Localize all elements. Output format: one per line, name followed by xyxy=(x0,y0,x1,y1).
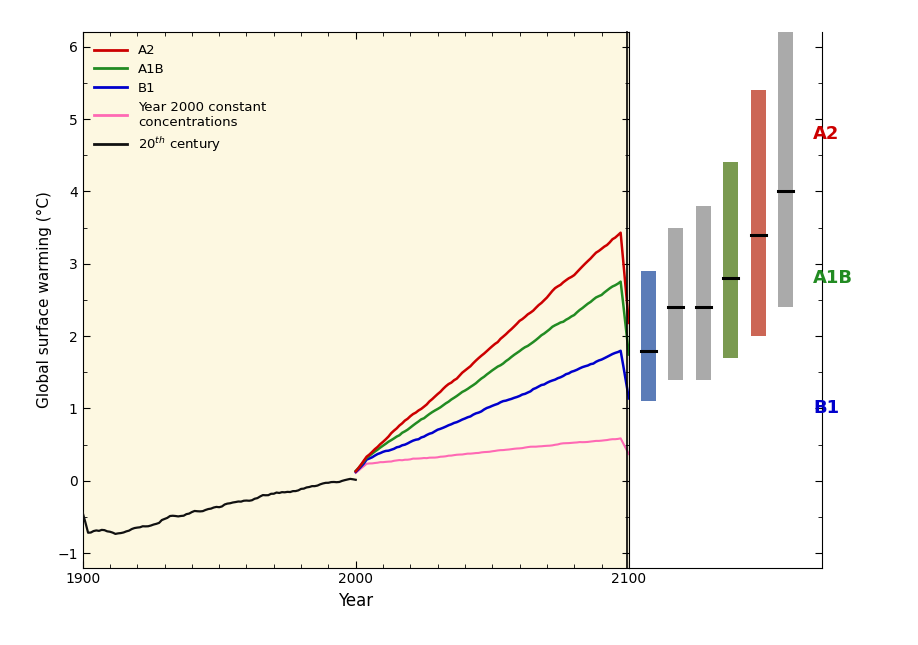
Bar xyxy=(751,90,766,336)
Text: B1: B1 xyxy=(813,399,839,417)
Bar xyxy=(696,206,711,379)
Bar xyxy=(723,163,738,358)
Text: A2: A2 xyxy=(813,124,840,143)
Text: A1B: A1B xyxy=(813,269,854,287)
Bar xyxy=(778,18,793,307)
Legend: A2, A1B, B1, Year 2000 constant
concentrations, 20$^{th}$ century: A2, A1B, B1, Year 2000 constant concentr… xyxy=(89,39,272,159)
Bar xyxy=(668,228,683,379)
X-axis label: Year: Year xyxy=(338,592,374,610)
Y-axis label: Global surface warming (°C): Global surface warming (°C) xyxy=(37,192,51,408)
Bar xyxy=(641,271,655,401)
